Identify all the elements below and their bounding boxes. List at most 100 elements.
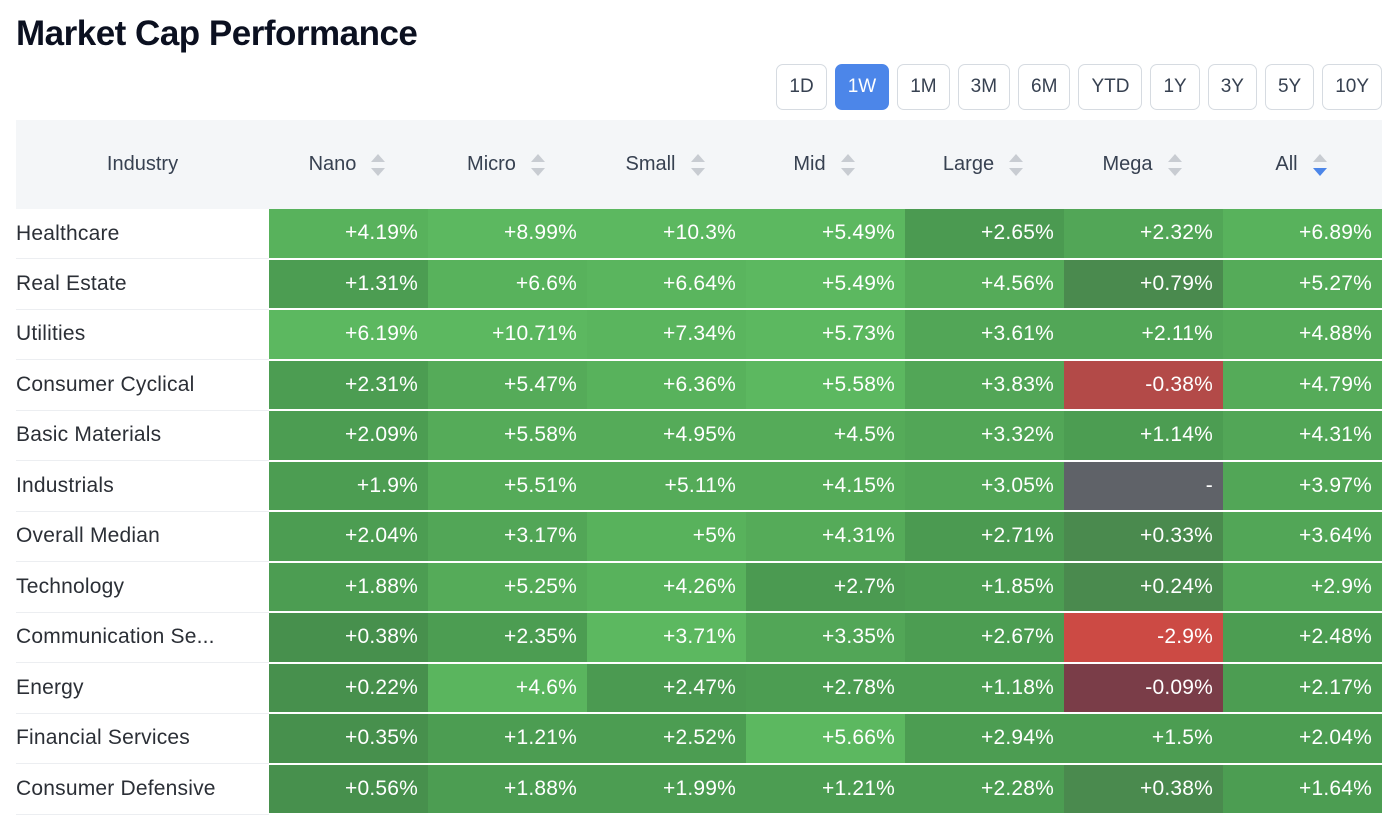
column-header-label: Micro <box>467 153 516 175</box>
value-cell-small: +1.99% <box>587 763 746 815</box>
table-row[interactable]: Utilities +6.19% +10.71% +7.34% +5.73% +3.61%… <box>16 309 1382 361</box>
period-button-3m[interactable]: 3M <box>957 64 1011 110</box>
value-cell-large: +2.71% <box>905 511 1064 563</box>
sort-down-arrow <box>1167 167 1182 176</box>
column-header-small[interactable]: Small <box>587 120 746 209</box>
column-header-label: All <box>1275 153 1298 175</box>
period-button-5y[interactable]: 5Y <box>1264 64 1315 110</box>
sort-icon[interactable] <box>688 150 708 180</box>
period-button-1y[interactable]: 1Y <box>1150 64 1200 110</box>
table-row[interactable]: Consumer Defensive +0.56% +1.88% +1.99% +1.2… <box>16 763 1382 815</box>
column-header-micro[interactable]: Micro <box>428 120 587 209</box>
table-row[interactable]: Financial Services +0.35% +1.21% +2.52% +5.6… <box>16 713 1382 765</box>
value-cell-all: +6.89% <box>1223 209 1382 260</box>
table-row[interactable]: Technology +1.88% +5.25% +4.26% +2.7% +1.85% +… <box>16 561 1382 613</box>
table-row[interactable]: Consumer Cyclical +2.31% +5.47% +6.36% +5.58… <box>16 359 1382 411</box>
value-cell-mid: +5.73% <box>746 309 905 361</box>
sort-down-arrow <box>371 167 386 176</box>
value-cell-micro: +5.25% <box>428 561 587 613</box>
value-cell-nano: +2.31% <box>269 359 428 411</box>
column-header-mega[interactable]: Mega <box>1064 120 1223 209</box>
value-cell-mega: +1.14% <box>1064 410 1223 462</box>
table-header-row: Industry Nano Micro Small Mid Large Mega All <box>16 120 1382 209</box>
column-header-industry[interactable]: Industry <box>16 120 269 209</box>
sort-down-arrow <box>840 167 855 176</box>
sort-icon[interactable] <box>838 150 858 180</box>
industry-cell[interactable]: Consumer Cyclical <box>16 359 269 411</box>
sort-icon[interactable] <box>1006 150 1026 180</box>
value-cell-small: +2.52% <box>587 713 746 765</box>
value-cell-mid: +3.35% <box>746 612 905 664</box>
value-cell-mid: +2.7% <box>746 561 905 613</box>
industry-cell[interactable]: Real Estate <box>16 258 269 310</box>
value-cell-mega: +2.11% <box>1064 309 1223 361</box>
period-button-ytd[interactable]: YTD <box>1078 64 1143 110</box>
sort-icon[interactable] <box>1310 150 1330 180</box>
value-cell-micro: +8.99% <box>428 209 587 260</box>
period-button-6m[interactable]: 6M <box>1018 64 1071 110</box>
industry-cell[interactable]: Basic Materials <box>16 410 269 461</box>
value-cell-mega: - <box>1064 460 1223 512</box>
sort-icon[interactable] <box>1165 150 1185 180</box>
period-button-3y[interactable]: 3Y <box>1207 64 1257 110</box>
column-header-content: Mid <box>793 150 857 180</box>
table-row[interactable]: Overall Median +2.04% +3.17% +5% +4.31% +2.71… <box>16 511 1382 563</box>
value-cell-small: +4.95% <box>587 410 746 462</box>
table-row[interactable]: Basic Materials +2.09% +5.58% +4.95% +4.5% +3… <box>16 410 1382 462</box>
value-cell-all: +1.64% <box>1223 763 1382 815</box>
period-button-1w[interactable]: 1W <box>834 64 890 110</box>
column-header-content: Mega <box>1102 150 1184 180</box>
column-header-label: Mid <box>793 153 826 175</box>
value-cell-large: +3.61% <box>905 309 1064 361</box>
industry-cell[interactable]: Industrials <box>16 460 269 512</box>
period-button-1d[interactable]: 1D <box>776 64 827 110</box>
table-row[interactable]: Healthcare +4.19% +8.99% +10.3% +5.49% +2.65%… <box>16 209 1382 260</box>
value-cell-large: +1.18% <box>905 662 1064 714</box>
sort-up-arrow <box>530 153 545 162</box>
industry-cell[interactable]: Energy <box>16 662 269 714</box>
industry-cell[interactable]: Overall Median <box>16 511 269 562</box>
column-header-nano[interactable]: Nano <box>269 120 428 209</box>
value-cell-all: +2.48% <box>1223 612 1382 664</box>
column-header-large[interactable]: Large <box>905 120 1064 209</box>
value-cell-mega: +1.5% <box>1064 713 1223 765</box>
industry-cell[interactable]: Consumer Defensive <box>16 763 269 815</box>
period-selector: 1D 1W 1M 3M 6M YTD 1Y 3Y 5Y 10Y <box>776 64 1382 110</box>
value-cell-large: +2.67% <box>905 612 1064 664</box>
value-cell-all: +2.17% <box>1223 662 1382 714</box>
column-header-mid[interactable]: Mid <box>746 120 905 209</box>
period-button-10y[interactable]: 10Y <box>1322 64 1382 110</box>
sort-icon[interactable] <box>528 150 548 180</box>
table-row[interactable]: Energy +0.22% +4.6% +2.47% +2.78% +1.18% -0.09… <box>16 662 1382 714</box>
industry-cell[interactable]: Healthcare <box>16 209 269 259</box>
value-cell-small: +4.26% <box>587 561 746 613</box>
sort-up-arrow <box>840 153 855 162</box>
column-header-content: All <box>1275 150 1329 180</box>
sort-icon[interactable] <box>368 150 388 180</box>
value-cell-nano: +1.31% <box>269 258 428 310</box>
column-header-label: Large <box>942 153 995 175</box>
value-cell-mid: +4.31% <box>746 511 905 563</box>
value-cell-all: +4.79% <box>1223 359 1382 411</box>
column-header-all[interactable]: All <box>1223 120 1382 209</box>
industry-cell[interactable]: Communication Se... <box>16 612 269 663</box>
value-cell-small: +7.34% <box>587 309 746 361</box>
table-row[interactable]: Industrials +1.9% +5.51% +5.11% +4.15% +3.05%… <box>16 460 1382 512</box>
column-header-content: Micro <box>467 150 548 180</box>
sort-down-arrow <box>1009 167 1024 176</box>
value-cell-nano: +0.22% <box>269 662 428 714</box>
table-row[interactable]: Communication Se... +0.38% +2.35% +3.71% +3.… <box>16 612 1382 664</box>
period-button-1m[interactable]: 1M <box>897 64 950 110</box>
sort-down-arrow <box>530 167 545 176</box>
value-cell-micro: +5.51% <box>428 460 587 512</box>
table-row[interactable]: Real Estate +1.31% +6.6% +6.64% +5.49% +4.56%… <box>16 258 1382 310</box>
column-header-content: Large <box>943 150 1026 180</box>
industry-cell[interactable]: Technology <box>16 561 269 613</box>
value-cell-small: +2.47% <box>587 662 746 714</box>
sort-up-arrow <box>1009 153 1024 162</box>
industry-cell[interactable]: Utilities <box>16 309 269 360</box>
column-header-label: Small <box>625 153 676 175</box>
industry-cell[interactable]: Financial Services <box>16 713 269 764</box>
value-cell-all: +2.04% <box>1223 713 1382 765</box>
value-cell-small: +3.71% <box>587 612 746 664</box>
